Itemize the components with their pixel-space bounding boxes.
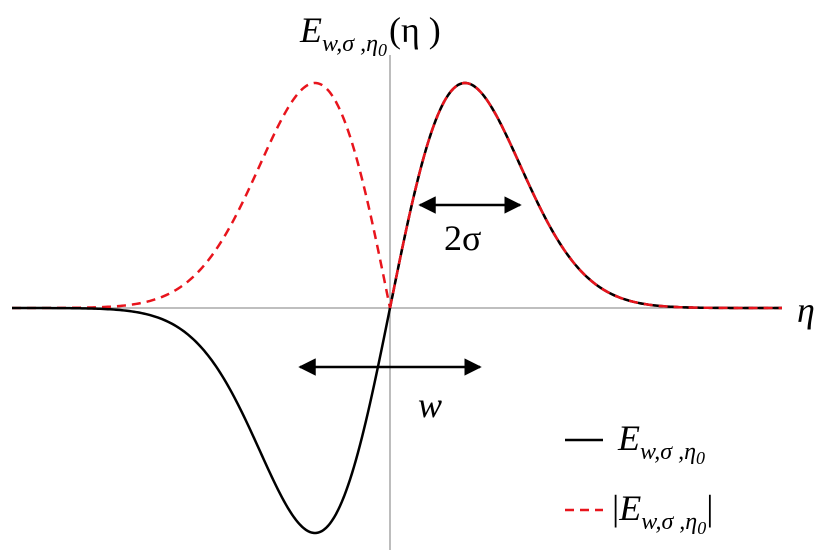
abs-curve (12, 81, 782, 310)
abs-curve-overlay (388, 81, 782, 310)
title: Ew,σ ,η0(η ) (299, 10, 441, 60)
legend-label: |Ew,σ ,η0| (612, 488, 713, 538)
sigma-label: 2σ (444, 218, 481, 258)
w-label: w (418, 385, 442, 425)
legend-label: Ew,σ ,η0 (617, 418, 705, 468)
axis-label: η (797, 290, 815, 330)
